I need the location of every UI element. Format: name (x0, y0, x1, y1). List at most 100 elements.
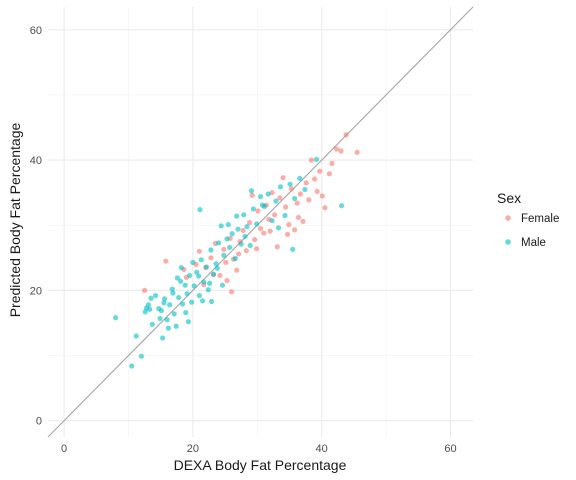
point-male (113, 315, 119, 321)
point-male (160, 335, 166, 341)
point-male (158, 308, 164, 314)
point-male (225, 222, 231, 228)
legend-label-female: Female (521, 213, 559, 225)
point-female (306, 197, 312, 203)
point-female (338, 148, 344, 154)
point-male (292, 195, 298, 202)
point-male (247, 242, 253, 249)
legend-key-female (505, 215, 511, 221)
point-male (191, 283, 197, 289)
point-male (149, 321, 155, 327)
point-male (152, 293, 159, 299)
point-female (294, 200, 300, 206)
point-female (314, 188, 320, 194)
point-male (207, 280, 213, 286)
x-tick-label: 40 (316, 443, 328, 455)
point-female (343, 132, 349, 138)
legend: Sex Female Male (497, 190, 559, 249)
point-male (210, 271, 217, 277)
point-male (174, 275, 181, 281)
point-female (141, 287, 148, 294)
point-male (282, 212, 288, 219)
point-male (194, 269, 200, 275)
point-male (277, 184, 284, 190)
point-female (255, 208, 261, 214)
point-male (238, 241, 244, 247)
point-male (218, 223, 224, 229)
y-tick-label: 40 (30, 155, 42, 167)
point-male (273, 198, 279, 204)
point-male (205, 287, 211, 293)
point-male (290, 246, 296, 252)
point-female (163, 258, 169, 264)
point-male (234, 213, 240, 219)
point-male (229, 231, 235, 237)
point-male (187, 272, 193, 279)
point-male (171, 311, 177, 317)
point-male (221, 252, 227, 258)
point-female (317, 168, 323, 174)
point-male (248, 188, 255, 194)
point-male (196, 273, 202, 279)
point-female (240, 227, 246, 234)
x-tick-label: 60 (444, 443, 456, 455)
point-female (311, 176, 318, 182)
point-male (226, 244, 233, 251)
point-female (252, 236, 258, 243)
point-female (217, 272, 223, 279)
point-male (302, 186, 308, 193)
point-male (161, 300, 167, 306)
point-female (303, 180, 309, 186)
point-female (236, 251, 242, 257)
point-male (241, 212, 247, 218)
point-male (143, 305, 150, 311)
point-female (272, 212, 278, 218)
point-male (265, 191, 271, 197)
point-male (259, 202, 266, 208)
point-male (196, 293, 202, 299)
x-tick-label: 20 (187, 443, 199, 455)
point-female (283, 204, 289, 210)
point-male (219, 282, 226, 288)
point-male (216, 240, 222, 246)
point-male (178, 265, 184, 271)
y-axis-title: Predicted Body Fat Percentage (7, 123, 23, 318)
point-male (232, 255, 238, 262)
grid-layer (48, 7, 473, 437)
y-tick-label: 20 (30, 285, 42, 297)
point-male (190, 259, 196, 265)
point-male (184, 291, 190, 297)
point-female (297, 191, 304, 197)
point-male (179, 301, 186, 307)
reference-line-layer (47, 6, 474, 438)
point-female (234, 267, 240, 273)
point-male (297, 175, 303, 181)
point-male (164, 317, 170, 323)
point-female (354, 149, 360, 155)
legend-title: Sex (497, 190, 521, 206)
point-male (199, 298, 206, 304)
y-tick-label: 0 (36, 416, 42, 428)
point-male (189, 299, 195, 305)
y-tick-label: 60 (30, 25, 42, 37)
point-male (244, 223, 250, 230)
point-female (300, 218, 306, 224)
point-female (326, 171, 332, 177)
point-female (208, 255, 214, 261)
point-male (176, 294, 182, 301)
point-male (142, 309, 148, 315)
point-female (288, 186, 295, 192)
point-male (138, 353, 144, 359)
point-male (208, 298, 215, 305)
point-male (169, 286, 175, 292)
point-male (173, 323, 179, 329)
point-female (246, 220, 253, 226)
point-male (148, 295, 154, 301)
point-female (295, 214, 302, 221)
legend-label-male: Male (521, 237, 546, 249)
point-female (333, 146, 340, 152)
point-male (208, 247, 214, 253)
point-female (254, 246, 260, 252)
point-male (287, 181, 293, 187)
